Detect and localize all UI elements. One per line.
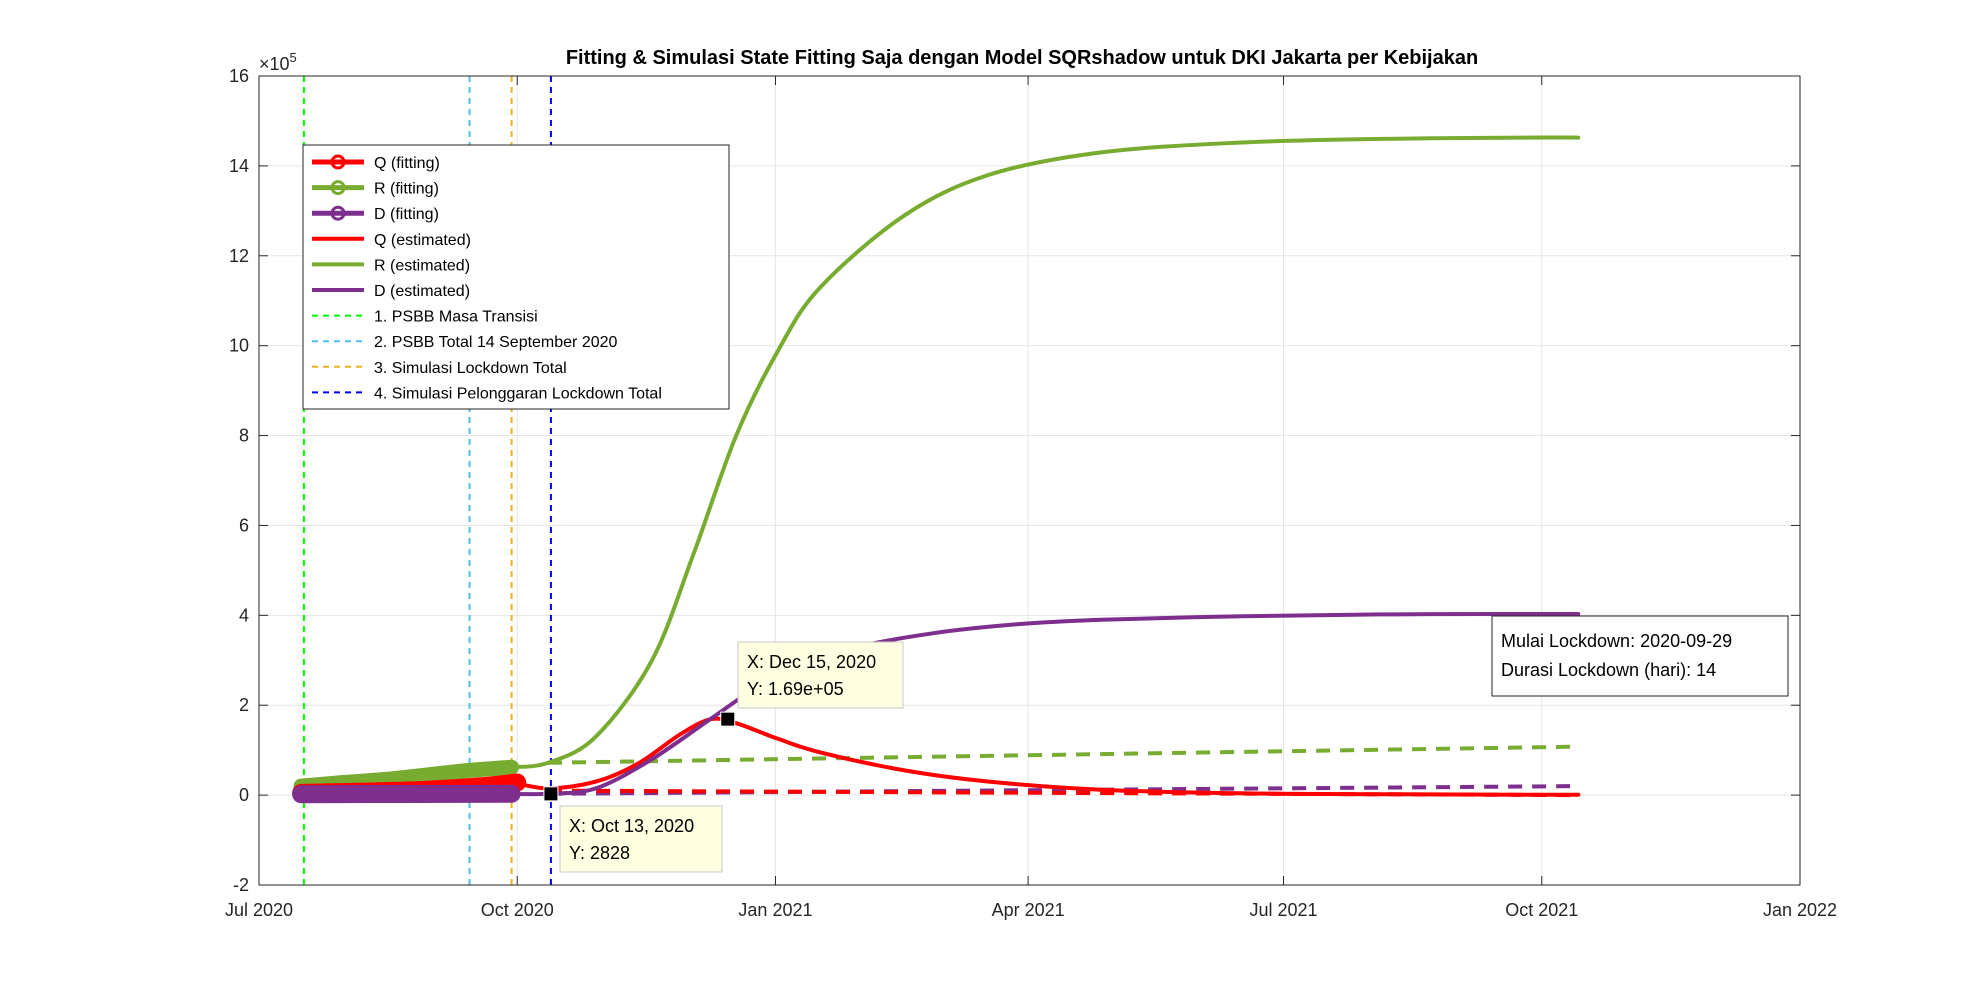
legend-marker	[330, 180, 346, 196]
legend: Q (fitting) R (fitting) D (fitting) Q (esti…	[302, 144, 730, 410]
data-tip-marker[interactable]	[543, 786, 559, 802]
legend-item-q-estimated: Q (estimated)	[312, 232, 471, 249]
series-r-fitting	[293, 759, 520, 794]
legend-box	[302, 144, 730, 410]
x-tick-label: Oct 2021	[1505, 900, 1578, 920]
data-tip-box	[559, 805, 723, 873]
data-tip[interactable]: X: Dec 15, 2020 Y: 1.69e+05	[720, 641, 904, 727]
data-tip-x: X: Dec 15, 2020	[747, 652, 876, 672]
x-tick-label: Jul 2020	[225, 900, 293, 920]
series-r-baseline-dashed	[548, 744, 1579, 765]
legend-label: D (fitting)	[374, 206, 439, 223]
axes-box	[258, 75, 1801, 886]
x-tick-label: Jan 2021	[738, 900, 812, 920]
data-tip[interactable]: X: Oct 13, 2020 Y: 2828	[543, 786, 723, 873]
legend-label: 2. PSBB Total 14 September 2020	[374, 334, 618, 351]
legend-label: R (fitting)	[374, 181, 439, 198]
data-tips: X: Oct 13, 2020 Y: 2828 X: Dec 15, 2020 Y: …	[543, 641, 904, 873]
y-tick-label: 4	[239, 605, 249, 625]
data-tip-x: X: Oct 13, 2020	[569, 816, 694, 836]
legend-label: 1. PSBB Masa Transisi	[374, 309, 538, 326]
y-exponent-label: ×105	[259, 50, 297, 74]
data-tip-box	[737, 641, 904, 709]
legend-item-4-simulasi-pelonggaran-lockdown-total: 4. Simulasi Pelonggaran Lockdown Total	[312, 385, 662, 402]
series-r-estimated	[509, 135, 1581, 770]
y-tick-label: 8	[239, 426, 249, 446]
legend-item-1-psbb-masa-transisi: 1. PSBB Masa Transisi	[312, 309, 538, 326]
legend-item-r-estimated: R (estimated)	[312, 257, 470, 274]
annotation-box	[1491, 615, 1789, 697]
y-tick-label: 0	[239, 785, 249, 805]
annotation-line-1: Mulai Lockdown: 2020-09-29	[1501, 631, 1732, 651]
x-tick-label: Jul 2021	[1249, 900, 1317, 920]
legend-label: Q (fitting)	[374, 155, 440, 172]
axis-ticks: Jul 2020 Oct 2020 Jan 2021 Apr 2021 Jul 2021…	[225, 66, 1837, 920]
data-tip-y: Y: 1.69e+05	[747, 679, 844, 699]
y-tick-label: 16	[229, 66, 249, 86]
y-tick-label: 10	[229, 336, 249, 356]
series-d-estimated	[509, 611, 1581, 797]
legend-item-d-estimated: D (estimated)	[312, 283, 470, 300]
legend-label: R (estimated)	[374, 257, 470, 274]
series-q-estimated	[509, 716, 1581, 797]
x-tick-label: Oct 2020	[481, 900, 554, 920]
legend-marker	[330, 154, 346, 170]
legend-item-r-fitting: R (fitting)	[312, 180, 439, 198]
y-tick-label: 6	[239, 515, 249, 535]
y-tick-label: 12	[229, 246, 249, 266]
legend-label: 4. Simulasi Pelonggaran Lockdown Total	[374, 385, 662, 402]
legend-item-2-psbb-total-14-september-2020: 2. PSBB Total 14 September 2020	[312, 334, 618, 351]
data-tip-marker[interactable]	[720, 711, 736, 727]
legend-item-q-fitting: Q (fitting)	[312, 154, 440, 172]
annotation-line-2: Durasi Lockdown (hari): 14	[1501, 660, 1716, 680]
series-group	[292, 135, 1581, 804]
legend-label: D (estimated)	[374, 283, 470, 300]
lockdown-annotation: Mulai Lockdown: 2020-09-29 Durasi Lockdo…	[1491, 615, 1789, 697]
data-tip-y: Y: 2828	[569, 843, 630, 863]
y-tick-label: 2	[239, 695, 249, 715]
x-tick-label: Jan 2022	[1763, 900, 1837, 920]
chart-title: Fitting & Simulasi State Fitting Saja de…	[566, 47, 1478, 69]
x-tick-label: Apr 2021	[992, 900, 1065, 920]
legend-label: Q (estimated)	[374, 232, 471, 249]
y-tick-label: -2	[233, 875, 249, 895]
legend-item-3-simulasi-lockdown-total: 3. Simulasi Lockdown Total	[312, 360, 567, 377]
legend-marker	[330, 205, 346, 221]
y-tick-label: 14	[229, 156, 249, 176]
legend-item-d-fitting: D (fitting)	[312, 205, 439, 223]
legend-label: 3. Simulasi Lockdown Total	[374, 360, 567, 377]
